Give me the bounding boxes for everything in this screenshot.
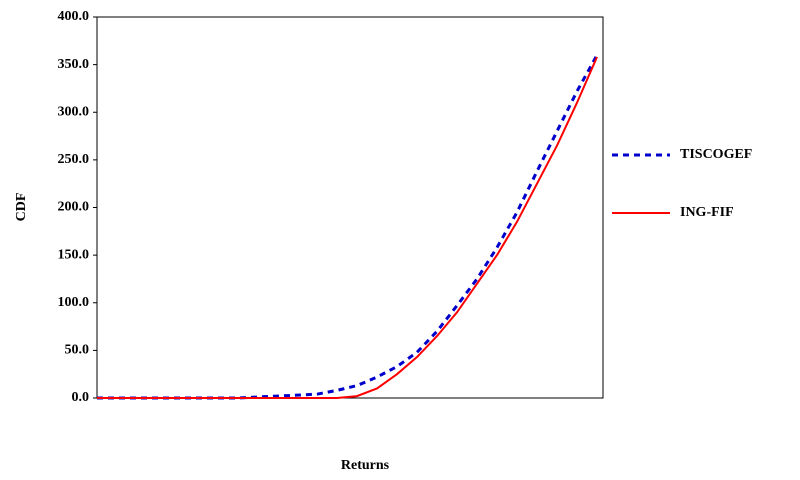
y-tick-label: 50.0	[65, 343, 90, 358]
y-tick-label: 250.0	[58, 152, 90, 167]
y-tick-label: 0.0	[72, 390, 90, 405]
y-tick-label: 300.0	[58, 104, 90, 119]
y-tick-label: 200.0	[58, 200, 90, 215]
x-axis-label: Returns	[341, 458, 390, 473]
plot-frame	[96, 16, 604, 399]
series-line	[97, 56, 598, 399]
series-line	[97, 54, 599, 400]
y-tick-label: 400.0	[58, 9, 90, 24]
y-tick-label: 100.0	[58, 295, 90, 310]
y-axis-label: CDF	[14, 193, 29, 222]
y-tick-label: 350.0	[58, 57, 90, 72]
legend-label: ING-FIF	[680, 205, 734, 220]
legend-label: TISCOGEF	[680, 147, 752, 162]
y-tick-label: 150.0	[58, 247, 90, 262]
